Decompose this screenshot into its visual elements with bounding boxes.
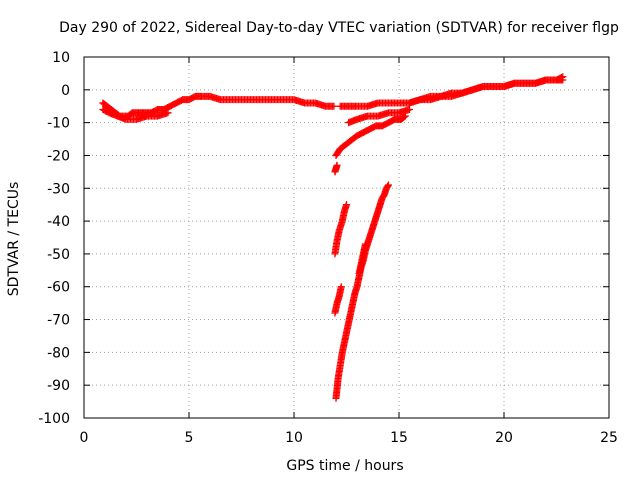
- data-point: [559, 76, 567, 84]
- y-tick-label: -40: [47, 214, 70, 230]
- y-tick-label: -70: [47, 313, 70, 329]
- data-point: [406, 106, 413, 114]
- y-tick-label: -50: [47, 247, 70, 263]
- data-point: [343, 201, 350, 209]
- y-tick-label: -90: [47, 378, 70, 394]
- data-point: [361, 240, 369, 248]
- y-tick-label: -30: [47, 181, 70, 197]
- y-tick-label: -20: [47, 148, 70, 164]
- x-tick-label: 5: [185, 430, 194, 446]
- y-tick-label: 10: [52, 50, 70, 66]
- chart-title: Day 290 of 2022, Sidereal Day-to-day VTE…: [59, 20, 619, 36]
- y-tick-label: -80: [47, 345, 70, 361]
- data-point: [385, 181, 392, 189]
- data-point: [337, 283, 345, 291]
- x-tick-label: 0: [80, 430, 89, 446]
- y-tick-label: -10: [47, 116, 70, 132]
- data-point: [330, 102, 338, 110]
- data-point: [400, 113, 408, 121]
- x-tick-label: 20: [495, 430, 513, 446]
- x-tick-label: 15: [390, 430, 408, 446]
- y-tick-label: -100: [38, 411, 70, 427]
- plot-frame: [83, 56, 610, 419]
- x-tick-label: 25: [600, 430, 618, 446]
- y-tick-label: -60: [47, 280, 70, 296]
- data-point: [384, 182, 392, 190]
- data-points: [99, 73, 567, 402]
- y-axis-label: SDTVAR / TECUs: [6, 182, 22, 297]
- x-axis-label: GPS time / hours: [286, 458, 403, 474]
- data-point: [164, 109, 172, 117]
- data-point: [333, 161, 341, 169]
- x-tick-label: 10: [285, 430, 303, 446]
- axis-ticks: 0 5 10 15 20 25 10 0 -10 -20 -30 -40 -50 -60 -70 -80 -90…: [38, 50, 618, 446]
- data-point: [401, 112, 409, 120]
- y-tick-label: 0: [61, 83, 70, 99]
